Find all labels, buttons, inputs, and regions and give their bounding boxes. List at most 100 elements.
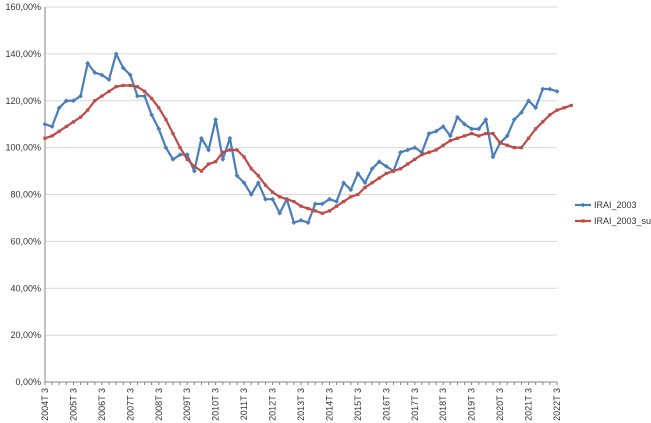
data-point (505, 143, 509, 147)
data-point (448, 138, 452, 143)
data-point (470, 131, 474, 136)
x-tick-label: 2004T 3 (40, 388, 50, 421)
data-point (370, 181, 374, 185)
data-point (341, 180, 347, 186)
data-point (277, 210, 283, 216)
data-point (441, 143, 445, 147)
legend-item: IRAI_2003_sua (575, 216, 651, 226)
x-tick-label: 2018T 3 (438, 388, 448, 421)
y-tick-label: 60,00% (10, 236, 41, 246)
data-point (540, 86, 546, 92)
data-point (263, 183, 268, 187)
data-point (291, 220, 297, 226)
data-point (434, 148, 438, 152)
data-point (263, 196, 268, 202)
data-point (135, 93, 140, 99)
data-point (235, 148, 239, 152)
data-point (285, 197, 289, 201)
data-point (427, 150, 431, 154)
data-point (554, 88, 560, 94)
data-point (398, 149, 403, 155)
data-point (234, 173, 240, 179)
legend-marker (580, 202, 586, 208)
data-point (447, 133, 453, 139)
data-point (85, 60, 91, 66)
data-point (526, 98, 531, 104)
data-point (334, 199, 339, 204)
data-point (64, 124, 68, 129)
data-point (555, 108, 559, 112)
data-point (242, 155, 246, 159)
data-point (214, 160, 218, 164)
legend-marker (581, 219, 585, 223)
data-point (156, 126, 162, 132)
data-point (548, 113, 552, 117)
data-point (519, 146, 524, 150)
y-tick-label: 40,00% (10, 283, 41, 293)
y-tick-label: 100,00% (5, 143, 41, 153)
data-point (127, 72, 133, 78)
x-tick-label: 2016T 3 (381, 388, 391, 421)
x-tick-label: 2015T 3 (353, 388, 363, 421)
data-point (512, 146, 516, 150)
data-point (433, 128, 439, 134)
data-point (171, 131, 175, 136)
data-point (255, 180, 261, 186)
data-point (199, 135, 204, 141)
data-point (192, 164, 196, 168)
data-point (320, 211, 324, 215)
data-point (519, 110, 524, 115)
data-point (405, 147, 411, 153)
data-point (319, 201, 325, 207)
x-tick-label: 2012T 3 (268, 388, 278, 421)
data-point (534, 127, 538, 131)
data-point (249, 167, 253, 171)
data-point (142, 93, 147, 99)
data-point (498, 141, 502, 145)
data-point (533, 105, 539, 111)
data-point (114, 85, 118, 89)
data-point (327, 209, 332, 213)
data-point (334, 204, 339, 208)
data-point (369, 166, 375, 172)
data-point (476, 126, 482, 132)
data-point (213, 117, 219, 122)
data-point (199, 169, 204, 173)
data-point (278, 195, 282, 199)
data-point (569, 103, 573, 108)
x-tick-label: 2010T 3 (211, 388, 221, 421)
data-point (391, 169, 396, 173)
data-point (220, 156, 226, 162)
x-tick-label: 2014T 3 (324, 388, 334, 421)
data-point (256, 174, 260, 178)
data-point (178, 146, 182, 150)
axes (44, 7, 558, 385)
x-tick-label: 2005T 3 (68, 388, 78, 421)
data-point (221, 150, 225, 154)
data-point (177, 152, 183, 158)
data-point (312, 201, 318, 207)
data-point (420, 153, 424, 157)
data-point (484, 131, 488, 136)
y-tick-label: 80,00% (10, 190, 41, 200)
data-point (356, 192, 360, 197)
data-point (426, 131, 432, 136)
data-point (313, 209, 317, 213)
x-tick-label: 2006T 3 (97, 388, 107, 421)
x-axis-tick-labels: 2004T 3 2005T 3 2006T 3 2007T 3 2008T 3 2009T… (40, 388, 562, 421)
y-tick-label: 0,00% (15, 377, 41, 387)
data-point (56, 105, 62, 111)
data-point (491, 131, 495, 136)
data-point (184, 152, 190, 158)
data-point (469, 126, 475, 132)
x-tick-label: 2007T 3 (125, 388, 135, 421)
data-point (327, 196, 332, 202)
data-point (384, 171, 388, 176)
data-point (228, 148, 232, 152)
data-point (86, 108, 90, 112)
y-tick-label: 140,00% (5, 49, 41, 59)
data-point (78, 115, 83, 119)
data-point (406, 162, 410, 166)
data-point (541, 120, 545, 124)
x-tick-label: 2020T 3 (495, 388, 505, 421)
